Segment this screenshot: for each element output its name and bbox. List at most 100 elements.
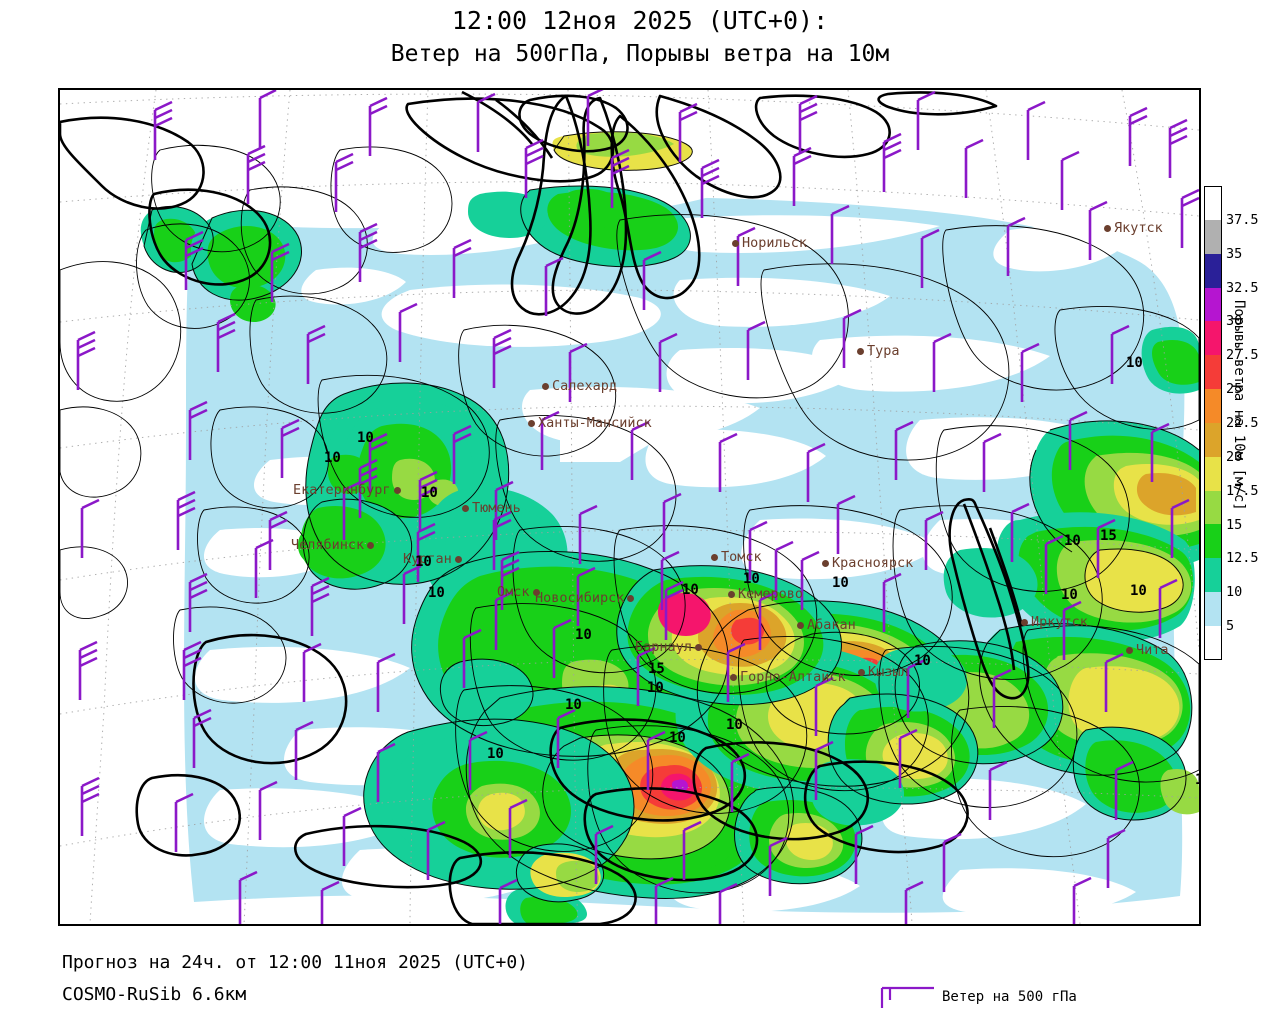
city-name: Курган — [403, 551, 452, 567]
city-name: Абакан — [807, 617, 856, 633]
city-name: Горно-Алтайск — [740, 669, 846, 685]
contour-value-label: 10 — [1195, 773, 1199, 787]
city-marker-dot — [462, 504, 469, 512]
contour-value-label: 10 — [324, 450, 341, 466]
contour-value-label: 10 — [726, 717, 743, 733]
map-graphics — [60, 90, 1199, 924]
colorbar-band — [1204, 490, 1222, 525]
colorbar-tick-label: 22.5 — [1226, 415, 1259, 431]
city-marker-dot — [1104, 224, 1111, 232]
city-label: Тура — [855, 344, 900, 359]
city-label: Салехард — [540, 379, 617, 394]
city-name: Тюмень — [472, 500, 521, 516]
colorbar-tick-label: 5 — [1226, 618, 1235, 635]
city-name: Томск — [721, 549, 762, 565]
city-marker-dot — [367, 541, 375, 549]
city-name: Челябинск — [291, 537, 365, 553]
colorbar-band — [1204, 592, 1222, 626]
city-label: Омск — [497, 584, 542, 600]
contour-value-label: 10 — [743, 571, 760, 587]
map-frame[interactable]: Якутск Норильск Салехард Тура Ханты-Мансийск… — [58, 88, 1201, 926]
city-marker-dot — [857, 347, 864, 355]
contour-value-label: 10 — [1126, 355, 1143, 371]
gust-colorbar[interactable] — [1204, 186, 1222, 660]
city-name: Чита — [1136, 642, 1169, 658]
colorbar-tick-label: 37.5 — [1226, 211, 1259, 228]
city-name: Кызыл — [868, 664, 909, 680]
city-label: Чита — [1124, 642, 1169, 658]
city-marker-dot — [627, 594, 635, 602]
colorbar-band — [1204, 456, 1222, 491]
city-label: Красноярск — [820, 556, 913, 571]
city-marker-dot — [694, 643, 702, 651]
colorbar-axis-label: Порывы ветра на 10м [м/с] — [1231, 300, 1247, 511]
colorbar-band — [1204, 287, 1222, 322]
colorbar-band — [1204, 422, 1222, 457]
contour-value-label: 10 — [575, 627, 592, 643]
contour-value-label: 10 — [1130, 583, 1147, 599]
city-label: Екатеринбург — [293, 482, 403, 498]
city-label: Томск — [709, 549, 762, 565]
city-marker-dot — [1021, 618, 1028, 626]
page-title-datetime: 12:00 12ноя 2025 (UTC+0): — [451, 6, 829, 35]
city-marker-dot — [732, 239, 739, 247]
colorbar-tick-label: 15 — [1226, 516, 1243, 533]
contour-value-label: 10 — [832, 575, 849, 591]
city-label: Кызыл — [856, 664, 909, 680]
contour-value-label: 10 — [428, 585, 445, 601]
contour-value-label: 10 — [487, 746, 504, 762]
colorbar-tick-label: 35 — [1226, 245, 1243, 262]
page-title-parameters: Ветер на 500гПа, Порывы ветра на 10м — [390, 41, 890, 67]
city-marker-dot — [393, 486, 401, 494]
city-label: Якутск — [1102, 220, 1163, 236]
colorbar-band — [1204, 524, 1222, 559]
colorbar-band — [1204, 625, 1222, 660]
city-label: Ханты-Мансийск — [526, 415, 652, 431]
colorbar-tick-label: 10 — [1226, 584, 1243, 601]
colorbar-cells — [1204, 186, 1222, 660]
contour-value-label: 10 — [421, 485, 438, 501]
colorbar-tick-label: 27.5 — [1226, 347, 1259, 364]
wind-barb-icon — [880, 986, 934, 1008]
city-name: Новосибирск — [535, 590, 625, 606]
city-marker-dot — [542, 382, 549, 390]
contour-value-label: 10 — [565, 697, 582, 713]
colorbar-band — [1204, 389, 1222, 423]
contour-value-label: 15 — [1100, 528, 1117, 544]
city-label: Барнаул — [635, 639, 704, 655]
city-name: Омск — [497, 584, 530, 600]
city-label: Норильск — [730, 236, 807, 251]
city-label: Иркутск — [1019, 614, 1088, 630]
city-marker-dot — [532, 588, 540, 596]
city-marker-dot — [797, 621, 804, 629]
colorbar-band — [1204, 253, 1222, 288]
colorbar-tick-label: 12.5 — [1226, 550, 1259, 567]
colorbar-band — [1204, 355, 1222, 390]
city-label: Тюмень — [460, 500, 521, 516]
city-name: Кемерово — [738, 586, 804, 602]
city-marker-dot — [1126, 646, 1133, 654]
contour-value-label: 10 — [669, 730, 686, 746]
contour-value-label: 10 — [1064, 533, 1081, 549]
city-name: Ханты-Мансийск — [538, 415, 652, 431]
colorbar-band — [1204, 186, 1222, 220]
city-name: Якутск — [1114, 220, 1163, 236]
city-marker-dot — [858, 668, 865, 676]
colorbar-tick-label: 32.5 — [1226, 279, 1259, 296]
colorbar-tick-label: 25 — [1226, 381, 1243, 398]
city-label: Кемерово — [726, 586, 804, 602]
city-name: Иркутск — [1031, 614, 1088, 630]
city-label: Курган — [403, 551, 464, 567]
city-name: Барнаул — [635, 639, 692, 655]
city-marker-dot — [730, 673, 737, 681]
colorbar-band — [1204, 219, 1222, 254]
contour-value-label: 10 — [415, 554, 432, 570]
model-info: COSMO-RuSib 6.6км — [62, 984, 247, 1005]
city-marker-dot — [711, 553, 718, 561]
colorbar-tick-label: 17.5 — [1226, 482, 1259, 499]
colorbar-band — [1204, 321, 1222, 356]
city-label: Новосибирск — [535, 590, 636, 606]
colorbar-tick-label: 20 — [1226, 448, 1243, 465]
city-name: Екатеринбург — [293, 482, 391, 498]
map-canvas[interactable]: Якутск Норильск Салехард Тура Ханты-Мансийск… — [60, 90, 1199, 924]
